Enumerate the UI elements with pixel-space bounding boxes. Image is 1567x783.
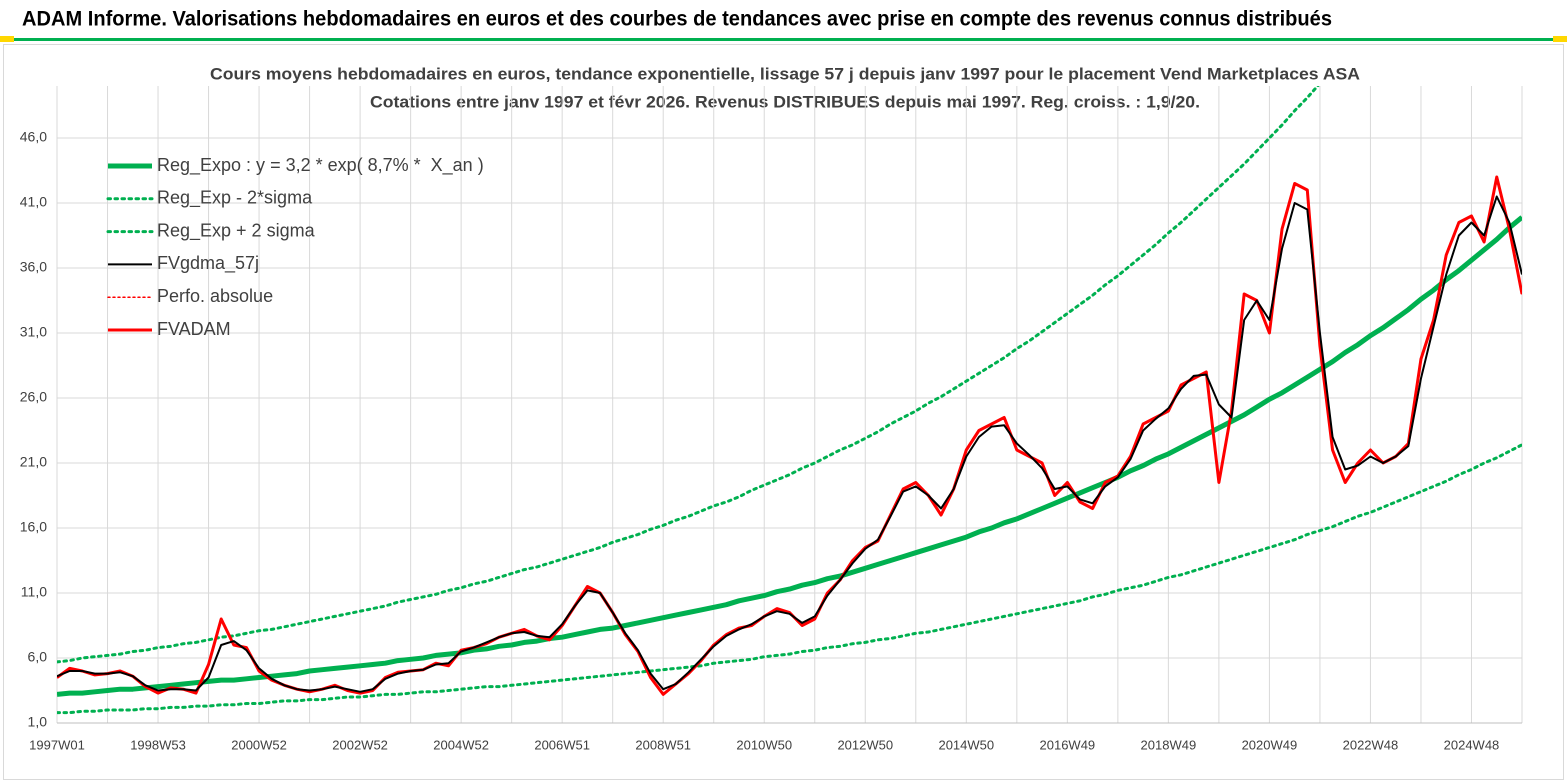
legend: Reg_Expo : y = 3,2 * exp( 8,7% * X_an ) R…: [106, 155, 484, 339]
series-line: [57, 443, 1522, 715]
x-tick-label: 2022W48: [1343, 737, 1399, 752]
grid: [56, 86, 1523, 724]
x-tick-label: 2004W52: [433, 737, 489, 752]
chart-title: Cours moyens hebdomadaires en euros, ten…: [210, 64, 1360, 83]
x-tick-label: 2002W52: [332, 737, 388, 752]
legend-label: FVgdma_57j: [157, 253, 259, 274]
y-tick-label: 21,0: [20, 454, 47, 470]
x-tick-label: 2006W51: [534, 737, 590, 752]
chart-subtitle: Cotations entre janv 1997 et févr 2026. …: [370, 92, 1200, 111]
header-title: ADAM Informe. Valorisations hebdomadaire…: [22, 8, 1332, 31]
x-tick-label: 2000W52: [231, 737, 287, 752]
series-line: [57, 215, 1522, 697]
y-tick-label: 16,0: [20, 519, 47, 535]
y-tick-label: 11,0: [21, 584, 47, 600]
plot-area: [57, 86, 1522, 715]
y-tick-label: 1,0: [28, 714, 48, 730]
y-tick-label: 36,0: [20, 259, 47, 275]
x-tick-label: 2016W49: [1040, 737, 1096, 752]
x-tick-label: 1997W01: [29, 737, 85, 752]
chart-frame: [3, 44, 1564, 780]
y-tick-label: 41,0: [20, 194, 47, 210]
x-tick-label: 2024W48: [1444, 737, 1500, 752]
x-tick-label: 2008W51: [635, 737, 691, 752]
y-tick-label: 26,0: [20, 389, 47, 405]
axes: 1,0 6,0 11,0 16,0 21,0 26,0 31,0 36,0 41,0 46,0 19…: [20, 129, 1522, 752]
legend-label: FVADAM: [157, 319, 231, 339]
corner-mark: [1553, 36, 1567, 42]
x-tick-label: 2010W50: [736, 737, 792, 752]
x-tick-label: 2018W49: [1141, 737, 1197, 752]
legend-label: Perfo. absolue: [157, 286, 273, 306]
x-tick-label: 2020W49: [1242, 737, 1298, 752]
header-rule: [0, 38, 1567, 41]
series-line: [57, 86, 1320, 664]
legend-label: Reg_Expo : y = 3,2 * exp( 8,7% * X_an ): [157, 155, 484, 176]
corner-mark: [0, 36, 14, 42]
series-line: [57, 195, 1522, 693]
x-tick-label: 2014W50: [938, 737, 994, 752]
x-tick-label: 1998W53: [130, 737, 186, 752]
legend-label: Reg_Exp + 2 sigma: [157, 220, 316, 241]
x-tick-label: 2012W50: [837, 737, 893, 752]
y-tick-label: 31,0: [20, 324, 47, 340]
y-tick-label: 46,0: [20, 129, 47, 145]
legend-label: Reg_Exp - 2*sigma: [157, 188, 313, 209]
y-tick-label: 6,0: [28, 649, 48, 665]
